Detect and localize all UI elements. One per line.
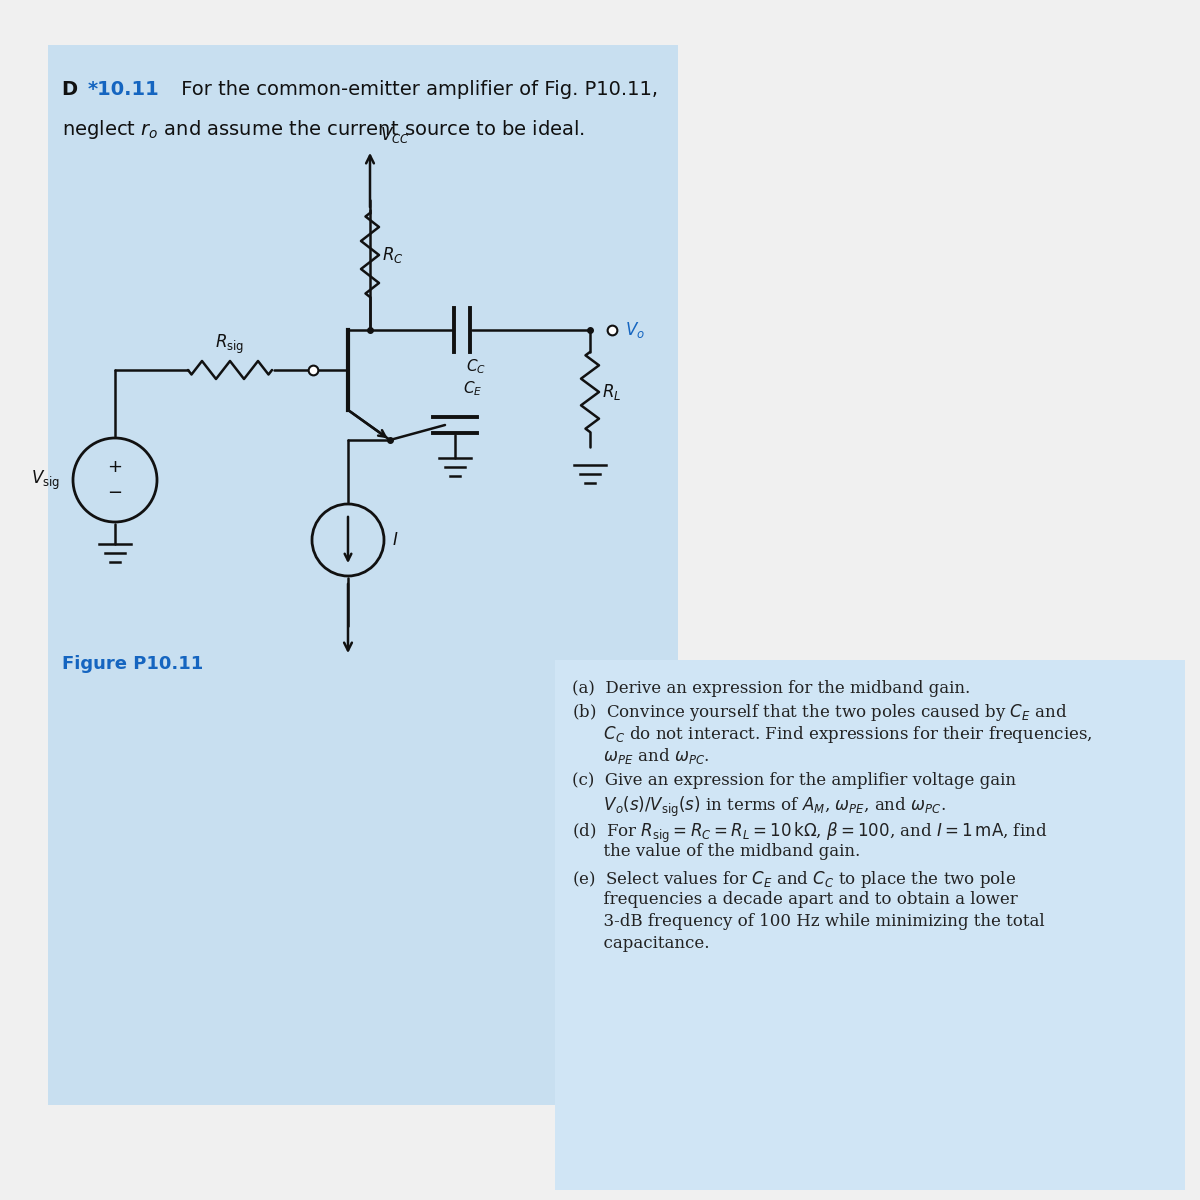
Text: $C_E$: $C_E$ [463,379,482,398]
Text: −: − [108,484,122,502]
Text: +: + [108,458,122,476]
Text: capacitance.: capacitance. [572,935,709,953]
Text: $I$: $I$ [392,530,398,550]
Text: Figure P10.11: Figure P10.11 [62,655,203,673]
Text: *10.11: *10.11 [88,80,160,98]
Text: $V_o(s)/V_{\rm sig}(s)$ in terms of $A_M$, $\omega_{PE}$, and $\omega_{PC}$.: $V_o(s)/V_{\rm sig}(s)$ in terms of $A_M… [572,794,946,818]
Bar [48,44,678,1105]
Text: the value of the midband gain.: the value of the midband gain. [572,842,860,859]
Text: (d)  For $R_{\rm sig} = R_C = R_L = 10\,\rm k\Omega$, $\beta = 100$, and $I = 1\: (d) For $R_{\rm sig} = R_C = R_L = 10\,\… [572,821,1048,845]
Text: (c)  Give an expression for the amplifier voltage gain: (c) Give an expression for the amplifier… [572,773,1016,790]
Text: $R_C$: $R_C$ [382,245,403,265]
Text: $\omega_{PE}$ and $\omega_{PC}$.: $\omega_{PE}$ and $\omega_{PC}$. [572,746,709,766]
Text: For the common-emitter amplifier of Fig. P10.11,: For the common-emitter amplifier of Fig.… [175,80,658,98]
Bar [554,660,1186,1190]
Text: frequencies a decade apart and to obtain a lower: frequencies a decade apart and to obtain… [572,892,1018,908]
Text: (b)  Convince yourself that the two poles caused by $C_E$ and: (b) Convince yourself that the two poles… [572,702,1067,722]
Text: 3-dB frequency of 100 Hz while minimizing the total: 3-dB frequency of 100 Hz while minimizin… [572,913,1045,930]
Text: (e)  Select values for $C_E$ and $C_C$ to place the two pole: (e) Select values for $C_E$ and $C_C$ to… [572,869,1016,890]
Text: $R_L$: $R_L$ [602,382,622,402]
Text: $V_{\rm sig}$: $V_{\rm sig}$ [31,468,60,492]
Text: $C_C$: $C_C$ [466,358,486,376]
Text: $C_C$ do not interact. Find expressions for their frequencies,: $C_C$ do not interact. Find expressions … [572,724,1093,745]
Text: $R_{\rm sig}$: $R_{\rm sig}$ [215,332,245,356]
Text: (a)  Derive an expression for the midband gain.: (a) Derive an expression for the midband… [572,680,971,697]
Text: $V_{CC}$: $V_{CC}$ [380,125,409,145]
Text: neglect $r_o$ and assume the current source to be ideal.: neglect $r_o$ and assume the current sou… [62,118,586,140]
Text: $V_o$: $V_o$ [625,320,644,340]
Text: D: D [62,80,85,98]
